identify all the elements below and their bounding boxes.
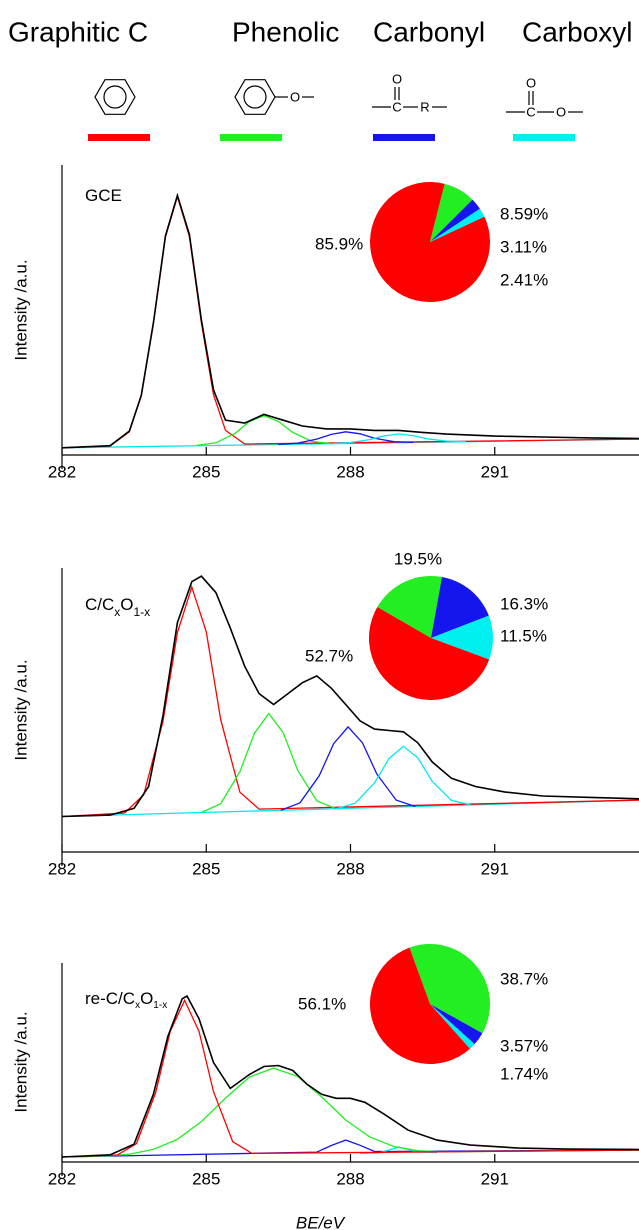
spectrum-line — [335, 745, 471, 810]
atom-label: C — [526, 104, 535, 119]
pie-slice — [430, 1004, 483, 1045]
x-tick-label: 282 — [48, 1169, 76, 1188]
x-tick-label: 285 — [192, 1169, 220, 1188]
legend-name: Phenolic — [232, 16, 339, 47]
legend-swatch — [220, 134, 282, 141]
legend-name: Carbonyl — [373, 16, 485, 47]
x-tick-label: 285 — [192, 462, 220, 481]
panel-label-part: O — [120, 595, 133, 614]
y-axis-label: Intensity /a.u. — [11, 1011, 30, 1112]
carboxyl-icon — [506, 91, 583, 113]
panel-label: GCE — [85, 186, 122, 205]
atom-label: O — [526, 75, 536, 90]
pie-value-label: 56.1% — [298, 994, 346, 1013]
spectrum-line — [331, 433, 466, 445]
panel-label-part: 1-x — [134, 605, 151, 619]
pie-value-label: 8.59% — [500, 204, 548, 223]
pie-slice — [430, 1004, 475, 1049]
panel-label-part: GCE — [85, 186, 122, 205]
spectrum-line — [196, 414, 332, 447]
pie-slice — [430, 208, 485, 242]
x-axis-label: BE/eV — [296, 1213, 346, 1230]
pie-value-label: 85.9% — [315, 234, 363, 253]
atom-label: O — [392, 71, 402, 86]
spectrum-line — [280, 725, 416, 811]
carbonyl-icon — [372, 87, 447, 108]
pie-value-label: 3.57% — [500, 1036, 548, 1055]
pie-value-label: 38.7% — [500, 969, 548, 988]
panel-label-part: C/C — [85, 595, 114, 614]
panel-label-part: x — [135, 1000, 140, 1011]
x-tick-label: 285 — [192, 859, 220, 878]
spectrum-line — [61, 192, 639, 449]
legend-name: Graphitic C — [8, 16, 148, 47]
spectrum-line — [61, 998, 639, 1158]
x-tick-label: 291 — [481, 462, 509, 481]
legend-swatch — [373, 134, 435, 141]
spectrum-line — [61, 575, 639, 818]
y-axis-label: Intensity /a.u. — [11, 259, 30, 360]
legend-name: Carboxyl — [522, 16, 632, 47]
spectrum-line — [278, 431, 414, 446]
benzene-icon — [94, 79, 136, 115]
pie-slice — [431, 615, 493, 660]
pie-value-label: 3.11% — [500, 237, 547, 256]
spectrum-line — [61, 1139, 639, 1158]
x-tick-label: 282 — [48, 462, 76, 481]
x-tick-label: 291 — [481, 1169, 509, 1188]
pie-slice — [430, 183, 473, 242]
legend-swatch — [513, 134, 575, 141]
panel-label-part: 1-x — [153, 1000, 167, 1011]
pie-value-label: 11.5% — [500, 626, 547, 645]
pie-slice — [377, 575, 442, 638]
panel-label-part: re-C/C — [85, 989, 135, 1008]
phenol-icon — [234, 79, 314, 115]
pie-slice — [430, 199, 480, 242]
pie-slice — [409, 944, 490, 1034]
atom-label: O — [290, 89, 300, 104]
pie-slice — [368, 607, 490, 701]
spectrum-line — [61, 994, 639, 1158]
pie-value-label: 19.5% — [394, 549, 442, 568]
panel-label-part: O — [140, 989, 153, 1008]
pie-value-label: 2.41% — [500, 270, 548, 289]
pie-value-label: 16.3% — [500, 594, 548, 613]
x-tick-label: 288 — [336, 462, 364, 481]
x-tick-label: 291 — [481, 859, 509, 878]
atom-label: C — [392, 99, 401, 114]
spectrum-line — [61, 1067, 639, 1158]
legend-swatch — [88, 134, 150, 141]
pie-slice — [370, 947, 470, 1064]
spectrum-line — [61, 584, 639, 818]
pie-slice — [370, 182, 491, 303]
x-tick-label: 288 — [336, 1169, 364, 1188]
x-tick-label: 288 — [336, 859, 364, 878]
panel-label: C/CxO1-x — [85, 595, 150, 619]
x-tick-label: 282 — [48, 859, 76, 878]
spectrum-line — [201, 712, 337, 814]
atom-label: R — [420, 99, 429, 114]
pie-value-label: 1.74% — [500, 1064, 548, 1083]
atom-label: O — [556, 104, 566, 119]
panel-label: re-C/CxO1-x — [85, 989, 167, 1011]
pie-value-label: 52.7% — [305, 646, 353, 665]
y-axis-label: Intensity /a.u. — [11, 659, 30, 760]
pie-slice — [431, 576, 489, 638]
panel-label-part: x — [114, 605, 120, 619]
